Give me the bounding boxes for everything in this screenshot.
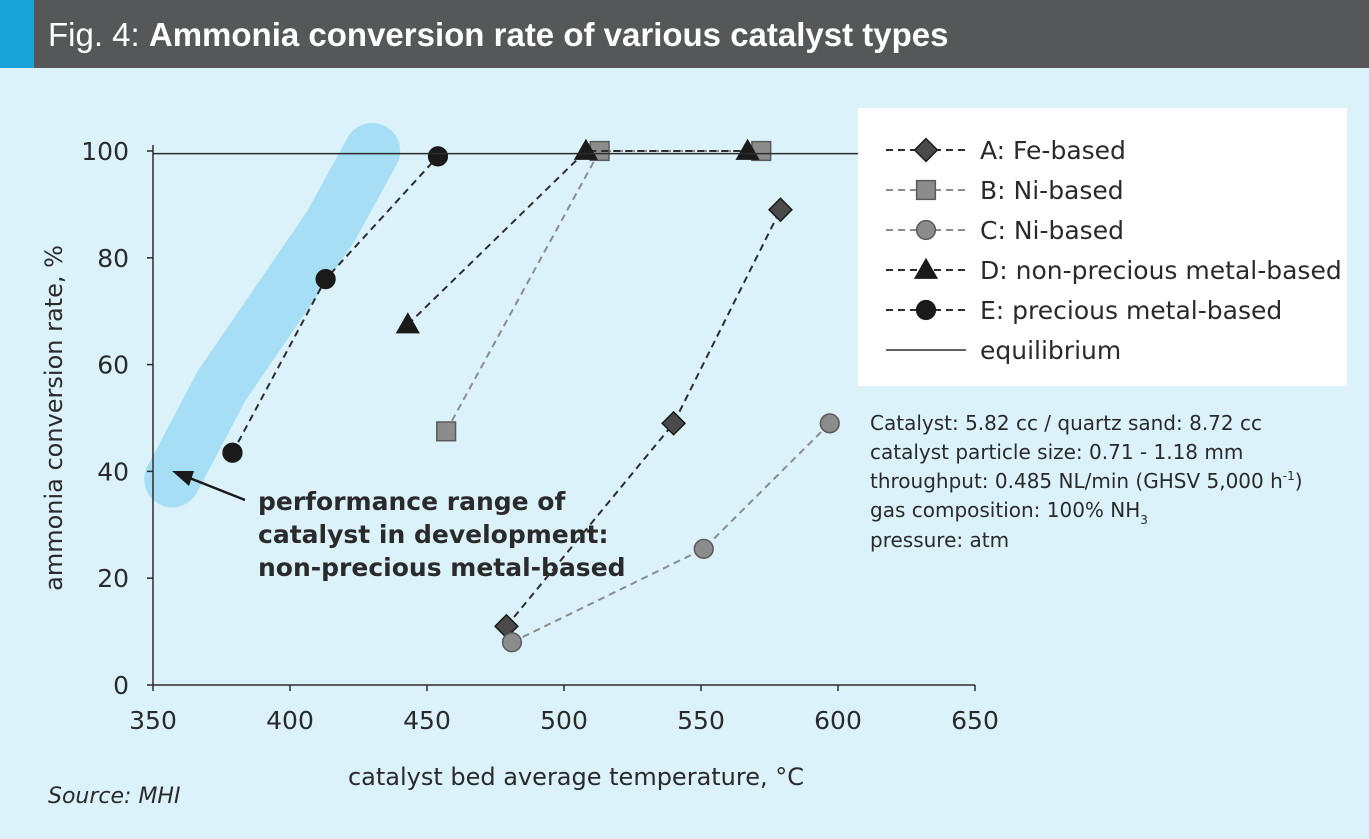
data-point-diamond xyxy=(767,197,793,223)
data-point-circle xyxy=(315,269,336,290)
x-tick-label: 450 xyxy=(403,706,451,735)
conditions-throughput-main: throughput: 0.485 NL/min (GHSV 5,000 h xyxy=(870,469,1283,493)
series-3 xyxy=(501,413,840,653)
axes-layer xyxy=(152,145,975,686)
ticks-layer: 350 400 450 500 550 600 650 0 20 40 60 80 100 xyxy=(81,137,999,735)
x-tick-label: 600 xyxy=(814,706,862,735)
y-tick-label: 100 xyxy=(81,137,129,166)
annotation-line-3: non-precious metal-based xyxy=(258,553,626,582)
legend-item: E: precious metal-based xyxy=(886,296,1282,325)
annotation-arrow-line xyxy=(186,475,246,502)
data-point-circle xyxy=(222,442,243,463)
legend-label: B: Ni-based xyxy=(980,176,1124,205)
series-line xyxy=(407,150,748,326)
legend-label: A: Fe-based xyxy=(980,136,1126,165)
data-point-circle xyxy=(501,632,523,653)
x-axis-title: catalyst bed average temperature, °C xyxy=(348,763,804,791)
legend-marker-square xyxy=(915,179,937,201)
source-note: Source: MHI xyxy=(48,784,180,809)
y-tick-label: 40 xyxy=(97,457,129,486)
figure-number: Fig. 4: xyxy=(48,16,149,53)
figure-header-bar xyxy=(0,0,1369,68)
series-1 xyxy=(493,197,793,639)
data-point-diamond xyxy=(661,410,687,436)
legend-marker-diamond xyxy=(913,137,939,163)
data-point-circle xyxy=(819,413,840,434)
annotation-line-1: performance range of xyxy=(258,487,566,516)
data-point-square xyxy=(436,421,457,442)
conditions-gas-composition: gas composition: 100% NH3 xyxy=(870,498,1148,527)
data-point-triangle xyxy=(395,312,420,334)
x-tick-label: 550 xyxy=(677,706,725,735)
conditions-gas-sub: 3 xyxy=(1140,513,1148,527)
highlight-band-layer xyxy=(144,123,401,508)
conditions-throughput-sup: -1 xyxy=(1283,469,1295,483)
conditions-catalyst: Catalyst: 5.82 cc / quartz sand: 8.72 cc xyxy=(870,411,1262,435)
x-tick-label: 650 xyxy=(951,706,999,735)
annotation-line-2: catalyst in development: xyxy=(258,520,608,549)
conditions-pressure: pressure: atm xyxy=(870,528,1009,552)
conditions-throughput: throughput: 0.485 NL/min (GHSV 5,000 h-1… xyxy=(870,469,1303,493)
annotation-arrow-head xyxy=(172,471,194,486)
series-4 xyxy=(395,138,760,334)
legend-item: C: Ni-based xyxy=(886,216,1124,245)
data-point-circle xyxy=(427,146,449,167)
series-layer xyxy=(153,138,975,653)
legend-box xyxy=(858,108,1347,386)
y-tick-label: 20 xyxy=(97,564,129,593)
y-tick-label: 60 xyxy=(97,351,129,380)
series-2 xyxy=(436,140,772,442)
performance-range-band xyxy=(144,123,401,508)
legend-marker-circle xyxy=(915,299,937,321)
figure-title: Fig. 4: Ammonia conversion rate of vario… xyxy=(48,13,948,57)
legend-label: C: Ni-based xyxy=(980,216,1124,245)
conditions-particle-size: catalyst particle size: 0.71 - 1.18 mm xyxy=(870,440,1243,464)
conditions-throughput-end: ) xyxy=(1295,469,1303,493)
x-tick-label: 500 xyxy=(540,706,588,735)
legend-item: D: non-precious metal-based xyxy=(886,256,1342,285)
y-axis-title: ammonia conversion rate, % xyxy=(40,245,68,591)
y-tick-label: 80 xyxy=(97,244,129,273)
legend-item: B: Ni-based xyxy=(886,176,1124,205)
header-accent-bar xyxy=(0,0,34,68)
y-tick-label: 0 xyxy=(113,671,129,700)
legend-marker-circle xyxy=(915,219,937,241)
legend-marker-triangle xyxy=(913,257,939,279)
x-tick-label: 400 xyxy=(266,706,314,735)
legend-label: E: precious metal-based xyxy=(980,296,1282,325)
x-tick-label: 350 xyxy=(129,706,177,735)
legend: A: Fe-based B: Ni-based C: Ni-based D: non-… xyxy=(886,136,1342,365)
legend-item: A: Fe-based xyxy=(886,136,1126,165)
conditions-gas-main: gas composition: 100% NH xyxy=(870,498,1140,522)
legend-label: D: non-precious metal-based xyxy=(980,256,1342,285)
series-5 xyxy=(222,146,449,463)
data-point-circle xyxy=(693,538,714,559)
legend-label: equilibrium xyxy=(980,336,1121,365)
series-line xyxy=(505,209,782,627)
figure-title-text: Ammonia conversion rate of various catal… xyxy=(148,16,949,53)
series-line xyxy=(445,150,762,432)
legend-item: equilibrium xyxy=(886,336,1121,365)
